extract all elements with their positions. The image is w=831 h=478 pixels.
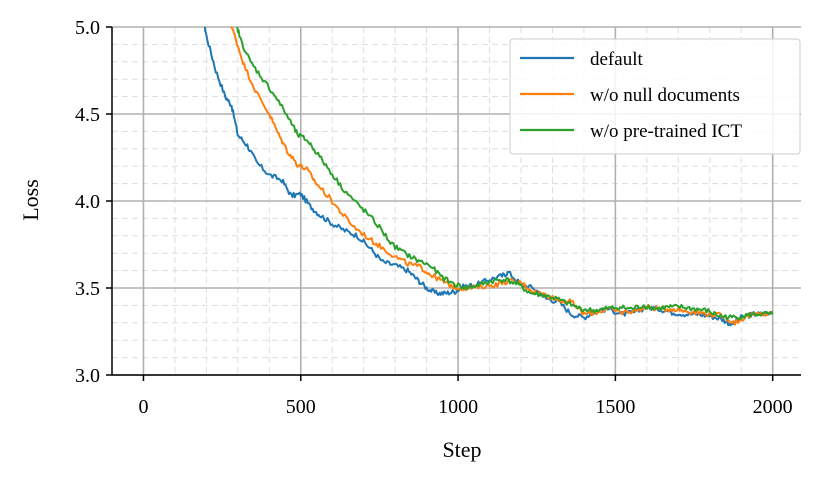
x-tick-label: 1500: [595, 396, 635, 418]
y-tick-label: 3.0: [75, 365, 100, 387]
x-axis-label: Step: [442, 437, 481, 462]
series-line-without-null-documents: [229, 27, 774, 326]
tick-labels: 0 500 1000 1500 2000 3.0 3.5 4.0 4.5 5.0: [75, 17, 793, 418]
legend: default w/o null documents w/o pre-train…: [509, 38, 801, 155]
y-tick-label: 4.0: [75, 191, 100, 213]
series-layer: [203, 27, 774, 327]
series-line-without-pretrained-ict: [236, 27, 774, 321]
x-tick-label: 2000: [753, 396, 793, 418]
y-tick-label: 5.0: [75, 17, 100, 39]
legend-label-without-null-documents: w/o null documents: [590, 85, 740, 106]
legend-box: [509, 38, 801, 155]
x-tick-label: 0: [138, 396, 148, 418]
x-tick-label: 500: [286, 396, 316, 418]
y-tick-label: 3.5: [75, 278, 100, 300]
y-axis-label: Loss: [18, 179, 43, 221]
y-tick-label: 4.5: [75, 104, 100, 126]
legend-label-without-pretrained-ict: w/o pre-trained ICT: [590, 121, 742, 142]
legend-label-default: default: [590, 49, 643, 70]
x-tick-label: 1000: [438, 396, 478, 418]
axes: [106, 26, 801, 381]
